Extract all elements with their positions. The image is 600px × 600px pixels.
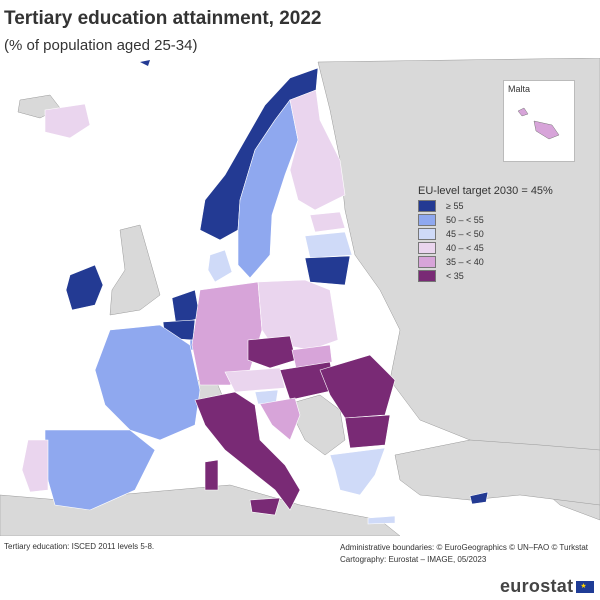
legend-item: 45 – < 50 [418, 227, 484, 241]
map-subtitle: (% of population aged 25-34) [4, 37, 198, 54]
country-iceland [44, 103, 91, 139]
country-portugal [21, 439, 49, 493]
country-slovakia [291, 344, 333, 369]
legend-label: 35 – < 40 [446, 257, 484, 267]
legend-item: < 35 [418, 269, 484, 283]
country-austria [224, 367, 286, 393]
legend-item: 50 – < 55 [418, 213, 484, 227]
country-greece-crete [367, 515, 396, 525]
island-north [140, 60, 150, 66]
legend: ≥ 55 50 – < 55 45 – < 50 40 – < 45 35 – … [418, 199, 484, 283]
country-ireland [65, 264, 104, 311]
non-eu-uk [109, 224, 161, 316]
legend-label: 50 – < 55 [446, 215, 484, 225]
footnote-definition: Tertiary education: ISCED 2011 levels 5-… [4, 542, 155, 551]
country-finland [289, 89, 346, 211]
footnote-credits: Administrative boundaries: © EuroGeograp… [340, 542, 588, 566]
legend-item: 35 – < 40 [418, 255, 484, 269]
malta-inset: Malta [503, 80, 575, 162]
country-italy-sardinia [204, 459, 219, 491]
logo-text: eurostat [500, 576, 574, 596]
country-italy-sicily [249, 497, 281, 516]
credits-boundaries: Administrative boundaries: © EuroGeograp… [340, 543, 589, 552]
inset-label: Malta [508, 84, 531, 94]
eu-flag-icon: ★ [576, 580, 595, 593]
legend-swatch [418, 242, 436, 254]
legend-swatch [418, 228, 436, 240]
legend-title: EU-level target 2030 = 45% [418, 185, 553, 197]
map-title: Tertiary education attainment, 2022 [4, 8, 322, 29]
legend-label: ≥ 55 [446, 201, 464, 211]
country-romania [319, 354, 396, 419]
country-bulgaria [344, 414, 391, 449]
country-lithuania [304, 255, 351, 286]
country-poland [257, 279, 339, 351]
legend-swatch [418, 256, 436, 268]
legend-swatch [418, 270, 436, 282]
country-croatia [259, 397, 301, 441]
country-greece [329, 447, 386, 496]
country-france [94, 324, 201, 441]
legend-swatch [418, 214, 436, 226]
country-czechia [247, 335, 297, 369]
legend-label: 45 – < 50 [446, 229, 484, 239]
europe-map [0, 58, 600, 536]
country-latvia [304, 231, 353, 259]
non-eu-turkey [394, 439, 600, 506]
eurostat-logo: eurostat ★ [500, 576, 595, 597]
country-estonia [309, 211, 346, 233]
malta-shape [517, 107, 560, 140]
legend-swatch [418, 200, 436, 212]
country-sweden [237, 99, 299, 279]
country-italy [194, 391, 301, 511]
legend-item: 40 – < 45 [418, 241, 484, 255]
legend-item: ≥ 55 [418, 199, 484, 213]
country-denmark [207, 249, 233, 283]
credits-cartography: Cartography: Eurostat – IMAGE, 05/2023 [340, 555, 487, 564]
legend-label: 40 – < 45 [446, 243, 484, 253]
country-cyprus [469, 491, 489, 505]
legend-label: < 35 [446, 271, 464, 281]
